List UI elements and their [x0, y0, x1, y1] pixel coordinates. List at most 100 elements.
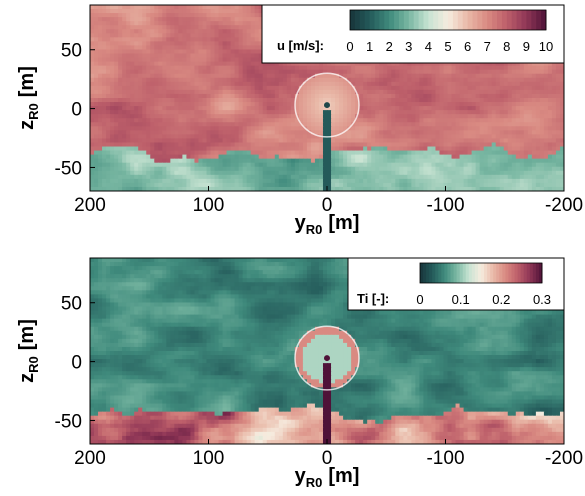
- field-cell: [246, 150, 252, 156]
- field-cell: [471, 134, 477, 140]
- field-cell: [202, 65, 208, 71]
- field-cell: [234, 9, 240, 14]
- field-cell: [359, 126, 364, 131]
- field-cell: [234, 150, 240, 156]
- field-cell: [242, 158, 248, 164]
- field-cell: [535, 158, 541, 164]
- field-cell: [531, 134, 537, 140]
- field-cell: [443, 122, 449, 127]
- field-cell: [335, 122, 340, 127]
- field-cell: [443, 138, 449, 144]
- field-cell: [294, 170, 300, 176]
- field-cell: [407, 106, 412, 111]
- field-cell: [491, 98, 497, 103]
- field-cell: [258, 13, 264, 18]
- field-cell: [230, 13, 236, 18]
- field-cell: [383, 73, 388, 79]
- field-cell: [395, 138, 400, 144]
- field-cell: [483, 85, 489, 91]
- field-cell: [499, 89, 505, 95]
- field-cell: [495, 93, 501, 99]
- field-cell: [170, 85, 175, 91]
- field-cell: [475, 61, 481, 67]
- field-cell: [274, 154, 280, 160]
- field-cell: [98, 174, 103, 180]
- field-cell: [314, 89, 320, 95]
- field-cell: [371, 166, 376, 172]
- field-cell: [246, 61, 252, 67]
- field-cell: [487, 170, 493, 176]
- field-cell: [106, 158, 111, 164]
- field-cell: [363, 69, 368, 75]
- field-cell: [222, 33, 228, 38]
- field-cell: [94, 93, 99, 99]
- field-cell: [439, 73, 445, 79]
- field-cell: [218, 13, 224, 18]
- field-cell: [331, 81, 336, 87]
- field-cell: [495, 158, 501, 164]
- field-cell: [110, 45, 115, 51]
- field-cell: [110, 93, 115, 99]
- field-cell: [182, 146, 188, 152]
- field-cell: [515, 126, 521, 131]
- field-cell: [503, 106, 509, 111]
- field-cell: [194, 81, 200, 87]
- field-cell: [314, 154, 320, 160]
- field-cell: [511, 106, 517, 111]
- field-cell: [142, 5, 147, 10]
- field-cell: [206, 13, 212, 18]
- field-cell: [238, 106, 244, 111]
- field-cell: [503, 114, 509, 119]
- field-cell: [451, 89, 457, 95]
- field-cell: [142, 98, 147, 103]
- field-cell: [138, 110, 143, 115]
- field-cell: [210, 69, 216, 75]
- field-cell: [551, 110, 557, 115]
- field-cell: [487, 98, 493, 103]
- field-cell: [110, 138, 115, 144]
- field-cell: [166, 33, 171, 38]
- field-cell: [198, 13, 204, 18]
- field-cell: [166, 114, 171, 119]
- field-cell: [387, 142, 392, 148]
- field-cell: [174, 93, 179, 99]
- field-cell: [210, 77, 216, 83]
- field-cell: [122, 146, 127, 152]
- field-cell: [218, 134, 224, 140]
- field-cell: [443, 126, 449, 131]
- field-cell: [543, 150, 549, 156]
- field-cell: [294, 106, 300, 111]
- field-cell: [371, 85, 376, 91]
- field-cell: [186, 17, 192, 22]
- field-cell: [327, 122, 332, 127]
- field-cell: [515, 114, 521, 119]
- field-cell: [262, 158, 268, 164]
- field-cell: [363, 85, 368, 91]
- field-cell: [351, 162, 356, 168]
- field-cell: [122, 98, 127, 103]
- field-cell: [194, 162, 200, 168]
- field-cell: [158, 73, 163, 79]
- field-cell: [250, 142, 256, 148]
- field-cell: [282, 102, 288, 107]
- field-cell: [327, 61, 332, 67]
- field-cell: [491, 65, 497, 71]
- field-cell: [511, 110, 517, 115]
- field-cell: [258, 45, 264, 51]
- field-cell: [318, 138, 324, 144]
- field-cell: [306, 65, 312, 71]
- field-cell: [266, 134, 272, 140]
- field-cell: [379, 65, 384, 71]
- field-cell: [202, 57, 208, 63]
- field-cell: [170, 77, 175, 83]
- field-cell: [202, 142, 208, 148]
- field-cell: [114, 17, 119, 22]
- field-cell: [318, 73, 324, 79]
- field-cell: [471, 114, 477, 119]
- field-cell: [158, 142, 163, 148]
- field-cell: [339, 138, 344, 144]
- field-cell: [375, 154, 380, 160]
- field-cell: [206, 69, 212, 75]
- field-cell: [375, 106, 380, 111]
- field-cell: [322, 61, 328, 67]
